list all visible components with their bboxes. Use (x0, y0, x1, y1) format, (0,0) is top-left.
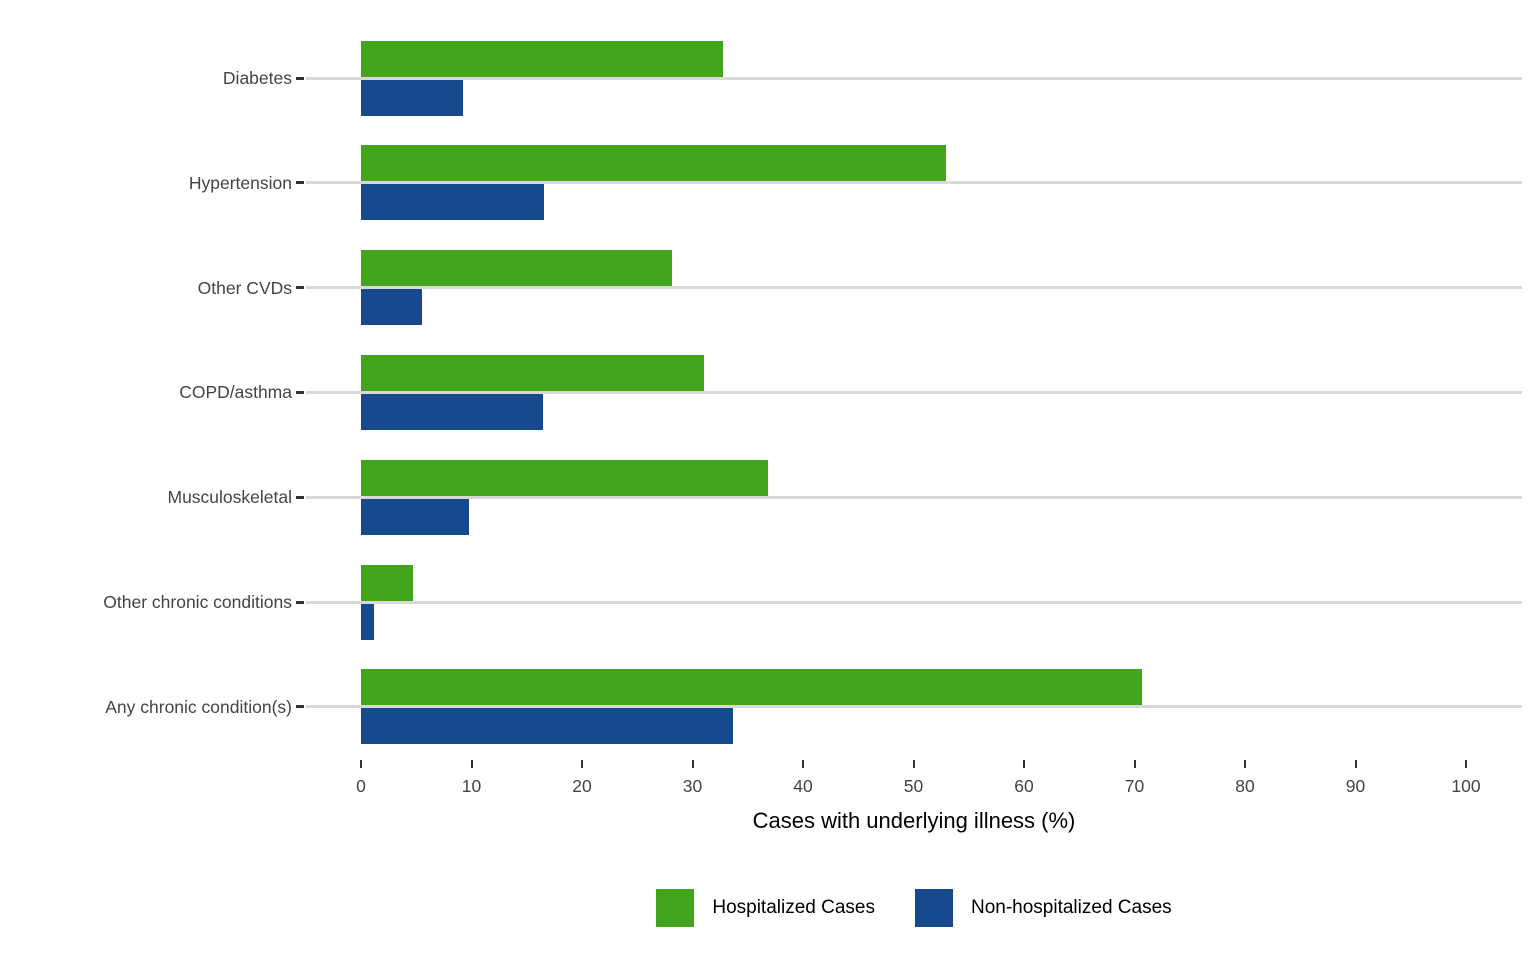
x-tick-label: 60 (1014, 776, 1034, 796)
y-axis-label: Musculoskeletal (167, 487, 293, 508)
y-axis-tick (296, 181, 304, 185)
gridline (306, 600, 1522, 604)
y-axis-tick (296, 495, 304, 499)
x-tick-label: 30 (682, 776, 703, 796)
gridline (306, 181, 1522, 185)
x-tick-label: 100 (1451, 776, 1481, 796)
x-tick-label: 10 (461, 776, 482, 796)
non-hospitalized-bar (361, 289, 422, 326)
non-hospitalized-bar (361, 393, 544, 430)
y-axis-tick (296, 390, 304, 394)
x-axis-tick (1133, 760, 1136, 768)
gridline (306, 286, 1522, 290)
x-tick-label: 70 (1124, 776, 1145, 796)
y-axis-tick (296, 286, 304, 290)
y-axis-label: Other CVDs (197, 277, 292, 298)
legend: Hospitalized Cases Non-hospitalized Case… (306, 884, 1522, 932)
y-axis-tick (296, 76, 304, 80)
x-tick-label: 40 (793, 776, 813, 796)
y-axis-label: Other chronic conditions (103, 592, 292, 613)
x-tick-label: 50 (903, 776, 924, 796)
x-axis-tick (802, 760, 804, 768)
x-axis-tick (360, 760, 362, 768)
hospitalized-bar (361, 40, 724, 77)
x-tick-label: 90 (1345, 776, 1366, 796)
y-axis-label: Diabetes (222, 68, 292, 88)
legend-item-non-hospitalized: Non-hospitalized Cases (914, 889, 1172, 927)
x-axis-tick (581, 760, 583, 768)
hospitalized-bar (361, 669, 1143, 706)
legend-swatch-non-hospitalized (914, 889, 953, 927)
gridline (306, 495, 1522, 499)
x-axis-tick (1244, 760, 1246, 768)
x-tick-label: 20 (572, 776, 592, 796)
x-tick-label: 80 (1235, 776, 1255, 796)
x-axis-tick (470, 760, 473, 768)
x-axis-title: Cases with underlying illness (%) (752, 808, 1076, 833)
x-axis-tick (1354, 760, 1357, 768)
non-hospitalized-bar (361, 79, 463, 116)
x-tick-label: 0 (356, 776, 366, 796)
non-hospitalized-bar (361, 498, 470, 535)
y-axis-label: COPD/asthma (179, 382, 292, 403)
non-hospitalized-bar (361, 708, 734, 745)
y-axis-tick (296, 705, 304, 709)
gridline (306, 390, 1522, 394)
y-axis-label: Any chronic condition(s) (105, 696, 292, 717)
x-axis-tick (691, 760, 694, 768)
hospitalized-bar (361, 354, 704, 391)
legend-swatch-hospitalized (656, 889, 695, 927)
hospitalized-bar (361, 459, 768, 496)
gridline (306, 705, 1522, 709)
hospitalized-bar (361, 250, 672, 287)
non-hospitalized-bar (361, 603, 375, 640)
legend-item-hospitalized: Hospitalized Cases (656, 889, 875, 927)
legend-label-non-hospitalized: Non-hospitalized Cases (970, 897, 1172, 918)
y-axis-label: Hypertension (188, 172, 292, 193)
x-axis-tick (912, 760, 915, 768)
gridline (306, 76, 1522, 80)
hospitalized-bar (361, 145, 946, 182)
x-axis-tick (1465, 760, 1467, 768)
legend-label-hospitalized: Hospitalized Cases (712, 897, 875, 918)
x-axis-tick (1023, 760, 1025, 768)
non-hospitalized-bar (361, 184, 545, 221)
y-axis-tick (296, 600, 304, 604)
hospitalized-bar (361, 564, 413, 601)
